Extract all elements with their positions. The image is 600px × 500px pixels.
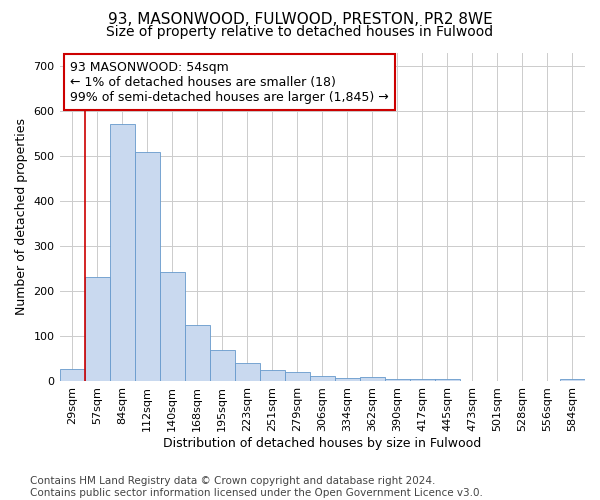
Bar — [85, 278, 110, 382]
Bar — [335, 378, 360, 382]
Bar — [185, 324, 209, 382]
Bar — [310, 376, 335, 382]
X-axis label: Distribution of detached houses by size in Fulwood: Distribution of detached houses by size … — [163, 437, 481, 450]
Bar — [435, 379, 460, 382]
Text: Contains HM Land Registry data © Crown copyright and database right 2024.
Contai: Contains HM Land Registry data © Crown c… — [30, 476, 483, 498]
Bar — [560, 379, 585, 382]
Text: 93, MASONWOOD, FULWOOD, PRESTON, PR2 8WE: 93, MASONWOOD, FULWOOD, PRESTON, PR2 8WE — [107, 12, 493, 28]
Bar — [410, 379, 435, 382]
Text: Size of property relative to detached houses in Fulwood: Size of property relative to detached ho… — [106, 25, 494, 39]
Bar — [285, 372, 310, 382]
Bar — [385, 379, 410, 382]
Y-axis label: Number of detached properties: Number of detached properties — [15, 118, 28, 316]
Bar — [235, 362, 260, 382]
Bar — [110, 124, 134, 382]
Bar — [360, 377, 385, 382]
Bar — [134, 152, 160, 382]
Bar — [160, 272, 185, 382]
Bar — [209, 350, 235, 382]
Text: 93 MASONWOOD: 54sqm
← 1% of detached houses are smaller (18)
99% of semi-detache: 93 MASONWOOD: 54sqm ← 1% of detached hou… — [70, 60, 389, 104]
Bar — [260, 370, 285, 382]
Bar — [59, 369, 85, 382]
